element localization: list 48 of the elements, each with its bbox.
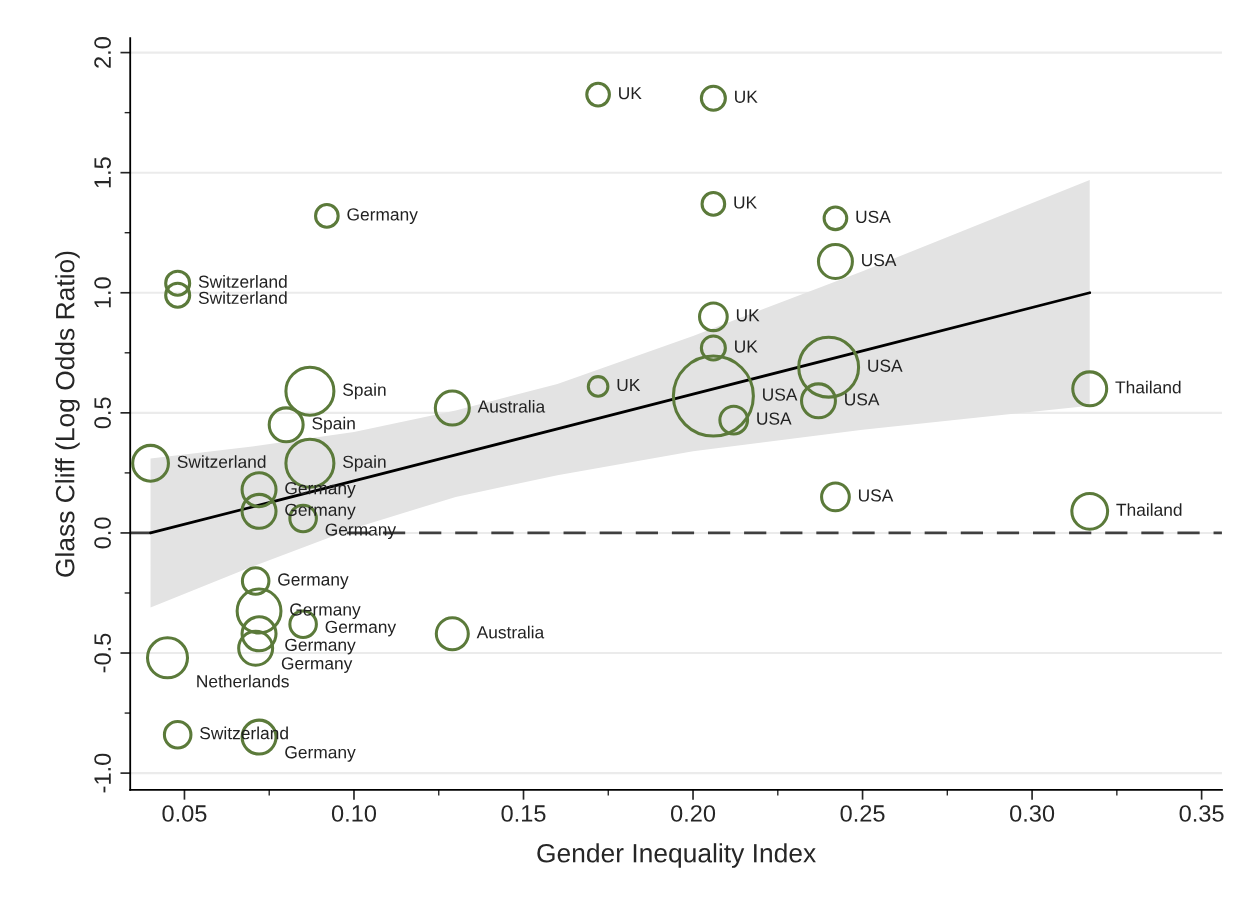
y-tick-label: 1.0 (94, 277, 111, 308)
annotation: UK (735, 90, 758, 103)
y-tick-label: 1.5 (94, 157, 111, 188)
annotation: Germany (347, 208, 418, 224)
annotation: Germany (278, 573, 349, 590)
annotation: Spain (343, 455, 386, 472)
annotation: UK (736, 309, 760, 322)
y-tick-label: 0.5 (94, 397, 111, 429)
annotation: USA (858, 489, 894, 502)
annotation: Germany (285, 746, 356, 762)
annotation: UK (619, 87, 642, 100)
x-axis-title: Gender Inequality Index (537, 843, 816, 868)
annotation: Germany (281, 657, 353, 673)
annotation: Switzerland (198, 291, 287, 304)
y-tick-label: 2.0 (94, 37, 111, 68)
y-tick-label: -0.5 (94, 633, 111, 673)
annotation: Switzerland (177, 455, 266, 468)
x-tick-label: 0.25 (840, 805, 885, 822)
x-tick-label: 0.05 (162, 805, 207, 822)
annotation: Thailand (1116, 503, 1182, 516)
annotation: UK (617, 378, 641, 392)
x-tick-label: 0.10 (331, 805, 377, 822)
annotation: USA (856, 210, 891, 223)
annotation: USA (757, 412, 792, 425)
annotation: Germany (285, 638, 356, 655)
annotation: UK (734, 196, 757, 209)
annotation: Australia (476, 625, 545, 639)
y-tick-label: 0.0 (94, 517, 111, 549)
x-tick-label: 0.15 (501, 805, 546, 822)
annotation: USA (845, 393, 880, 406)
x-tick-label: 0.20 (670, 805, 716, 822)
y-axis-title: Glass Cliff (Log Odds Ratio) (55, 251, 80, 577)
annotation: UK (735, 340, 758, 353)
x-tick-label: 0.30 (1010, 805, 1055, 822)
annotation: USA (862, 253, 897, 267)
annotation: Germany (325, 620, 397, 637)
annotation: Netherlands (197, 674, 289, 688)
x-tick-label: 0.35 (1179, 805, 1224, 822)
annotation: Spain (343, 383, 386, 400)
annotation: Spain (312, 416, 355, 433)
annotation: Switzerland (198, 275, 287, 288)
annotation: USA (868, 359, 903, 372)
annotation: Australia (477, 399, 546, 413)
annotation: Germany (290, 603, 361, 620)
annotation: USA (763, 388, 798, 401)
annotation: Thailand (1115, 380, 1181, 394)
annotation: Germany (325, 523, 397, 540)
y-tick-label: -1.0 (94, 753, 111, 793)
